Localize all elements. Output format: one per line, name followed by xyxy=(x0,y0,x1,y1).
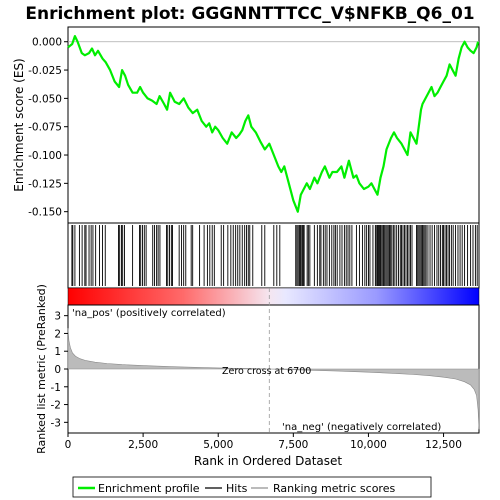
hit-lines xyxy=(71,225,480,286)
metric-y-tick-label: 1 xyxy=(54,346,61,358)
metric-y-axis-label: Ranked list metric (PreRanked) xyxy=(35,284,48,454)
ranking-metric-area xyxy=(67,328,480,430)
x-tick-label: 10,000 xyxy=(350,439,387,451)
metric-y-axis: 3 2 1 0 -1 -2 -3 xyxy=(51,311,68,429)
x-tick-label: 12,500 xyxy=(425,439,462,451)
es-panel: 0.000 -0.025 -0.050 -0.075 -0.100 -0.125 -0.15… xyxy=(12,26,480,224)
x-axis-label: Rank in Ordered Dataset xyxy=(194,454,342,468)
metric-y-tick-label: -2 xyxy=(51,400,61,412)
x-tick-label: 2,500 xyxy=(128,439,158,451)
es-y-tick-label: -0.025 xyxy=(28,65,62,77)
x-tick-label: 7,500 xyxy=(278,439,308,451)
es-y-tick-label: -0.125 xyxy=(28,178,62,190)
enrichment-profile-line xyxy=(67,34,480,213)
hits-panel xyxy=(67,222,480,289)
es-y-tick-label: 0.000 xyxy=(32,37,62,49)
es-y-tick-label: -0.100 xyxy=(28,150,62,162)
neg-correlated-label: 'na_neg' (negatively correlated) xyxy=(282,422,441,433)
metric-panel: 3 2 1 0 -1 -2 -3 Ranked list metric (PreRanked… xyxy=(35,284,480,454)
legend-enrichment-label: Enrichment profile xyxy=(98,482,200,495)
metric-y-tick-label: 2 xyxy=(54,328,61,340)
legend-metric-label: Ranking metric scores xyxy=(273,482,395,495)
x-tick-label: 0 xyxy=(65,439,72,451)
es-y-tick-label: -0.075 xyxy=(28,122,62,134)
es-y-axis: 0.000 -0.025 -0.050 -0.075 -0.100 -0.125 -0.15… xyxy=(28,37,68,219)
rank-color-bar xyxy=(67,287,480,306)
es-y-tick-label: -0.050 xyxy=(28,93,62,105)
metric-y-tick-label: -3 xyxy=(51,417,61,429)
legend-hits-label: Hits xyxy=(226,482,248,495)
es-y-tick-label: -0.150 xyxy=(28,207,62,219)
metric-y-tick-label: -1 xyxy=(51,382,61,394)
es-plot-frame xyxy=(67,26,480,224)
x-axis: 0 2,500 5,000 7,500 10,000 12,500 xyxy=(65,433,462,451)
es-y-axis-label: Enrichment score (ES) xyxy=(12,58,26,191)
chart-title: Enrichment plot: GGGNNTTTCC_V$NFKB_Q6_01 xyxy=(25,4,474,24)
legend: Enrichment profile Hits Ranking metric s… xyxy=(72,476,432,498)
metric-y-tick-label: 0 xyxy=(54,364,61,376)
zero-cross-label: Zero cross at 6700 xyxy=(222,366,311,377)
metric-y-tick-label: 3 xyxy=(54,311,61,323)
x-tick-label: 5,000 xyxy=(203,439,233,451)
pos-correlated-label: 'na_pos' (positively correlated) xyxy=(72,308,226,319)
